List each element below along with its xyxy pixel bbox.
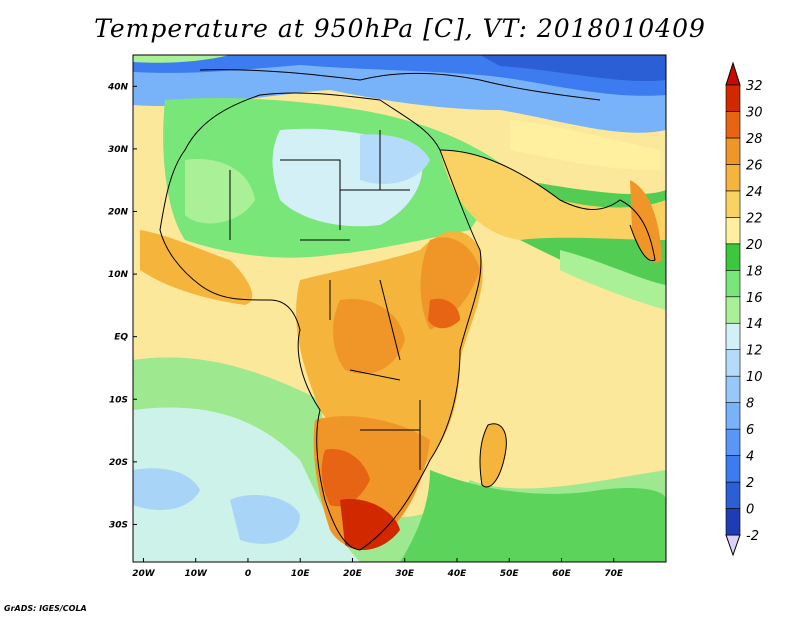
colorbar-label: -2 — [746, 529, 759, 544]
colorbar-label: 14 — [746, 317, 763, 332]
lat-tick-label: 20S — [109, 458, 128, 468]
colorbar-label: 26 — [746, 158, 763, 173]
colorbar-label: 16 — [746, 291, 763, 306]
lon-tick-label: 40E — [447, 569, 468, 579]
colorbar-swatch — [725, 402, 741, 430]
lon-tick-label: 50E — [500, 569, 520, 579]
colorbar-label: 0 — [746, 503, 754, 518]
colorbar-label: 18 — [746, 264, 763, 279]
latitude-axis: 40N 30N 20N 10N EQ 10S 20S 30S — [107, 82, 137, 530]
colorbar-label: 30 — [746, 105, 763, 120]
coastlines — [159, 69, 656, 551]
lat-tick-label: EQ — [114, 333, 128, 343]
map-frame — [132, 54, 667, 563]
colorbar-label: 22 — [746, 211, 763, 226]
temperature-field — [133, 55, 666, 562]
colorbar-label: 6 — [746, 423, 754, 438]
longitude-axis: 20W 10W 0 10E 20E 30E 40E 50E 60E 70E — [132, 558, 624, 579]
lat-tick-label: 30S — [109, 520, 128, 530]
lat-tick-label: 40N — [107, 82, 129, 92]
colorbar-label: 2 — [746, 476, 754, 491]
colorbar-label: 10 — [746, 370, 763, 385]
colorbar-swatch — [725, 375, 741, 403]
lon-tick-label: 0 — [245, 569, 251, 579]
lat-tick-label: 10N — [108, 270, 129, 280]
map-title: Temperature at 950hPa [C], VT: 201801040… — [94, 14, 706, 43]
colorbar-label: 8 — [746, 397, 754, 412]
colorbar-swatch — [725, 243, 741, 271]
lon-tick-label: 20E — [343, 569, 363, 579]
colorbar-swatch — [725, 508, 741, 536]
colorbar-label: 4 — [746, 450, 754, 465]
lon-tick-label: 30E — [395, 569, 415, 579]
lat-tick-label: 30N — [108, 145, 129, 155]
colorbar-label: 28 — [746, 132, 763, 147]
colorbar-swatch — [725, 190, 741, 218]
colorbar-swatch — [725, 164, 741, 192]
lon-tick-label: 70E — [604, 569, 624, 579]
colorbar-over-triangle — [725, 61, 741, 86]
lat-tick-label: 10S — [109, 395, 128, 405]
colorbar-label: 24 — [746, 185, 763, 200]
colorbar-swatch — [725, 322, 741, 351]
lon-tick-label: 10W — [184, 569, 208, 579]
colorbar-swatch — [725, 481, 741, 509]
colorbar-label: 12 — [746, 344, 763, 359]
lat-tick-label: 20N — [108, 207, 129, 217]
colorbar-swatch — [725, 137, 741, 165]
lon-tick-label: 20W — [132, 569, 156, 579]
colorbar-label: 32 — [746, 79, 763, 94]
colorbar-label: 20 — [746, 238, 763, 253]
credit-text: GrADS: IGES/COLA — [4, 604, 87, 613]
colorbar-swatch — [725, 111, 741, 139]
colorbar-swatch — [725, 428, 741, 456]
colorbar-under-triangle — [725, 534, 741, 557]
colorbar-swatch — [725, 296, 741, 324]
colorbar-swatch — [725, 349, 741, 377]
colorbar-swatch — [725, 217, 741, 245]
colorbar-swatch — [725, 84, 741, 112]
colorbar-swatch — [725, 455, 741, 483]
colorbar-swatch — [725, 269, 741, 298]
lon-tick-label: 10E — [291, 569, 311, 579]
lon-tick-label: 60E — [552, 569, 572, 579]
